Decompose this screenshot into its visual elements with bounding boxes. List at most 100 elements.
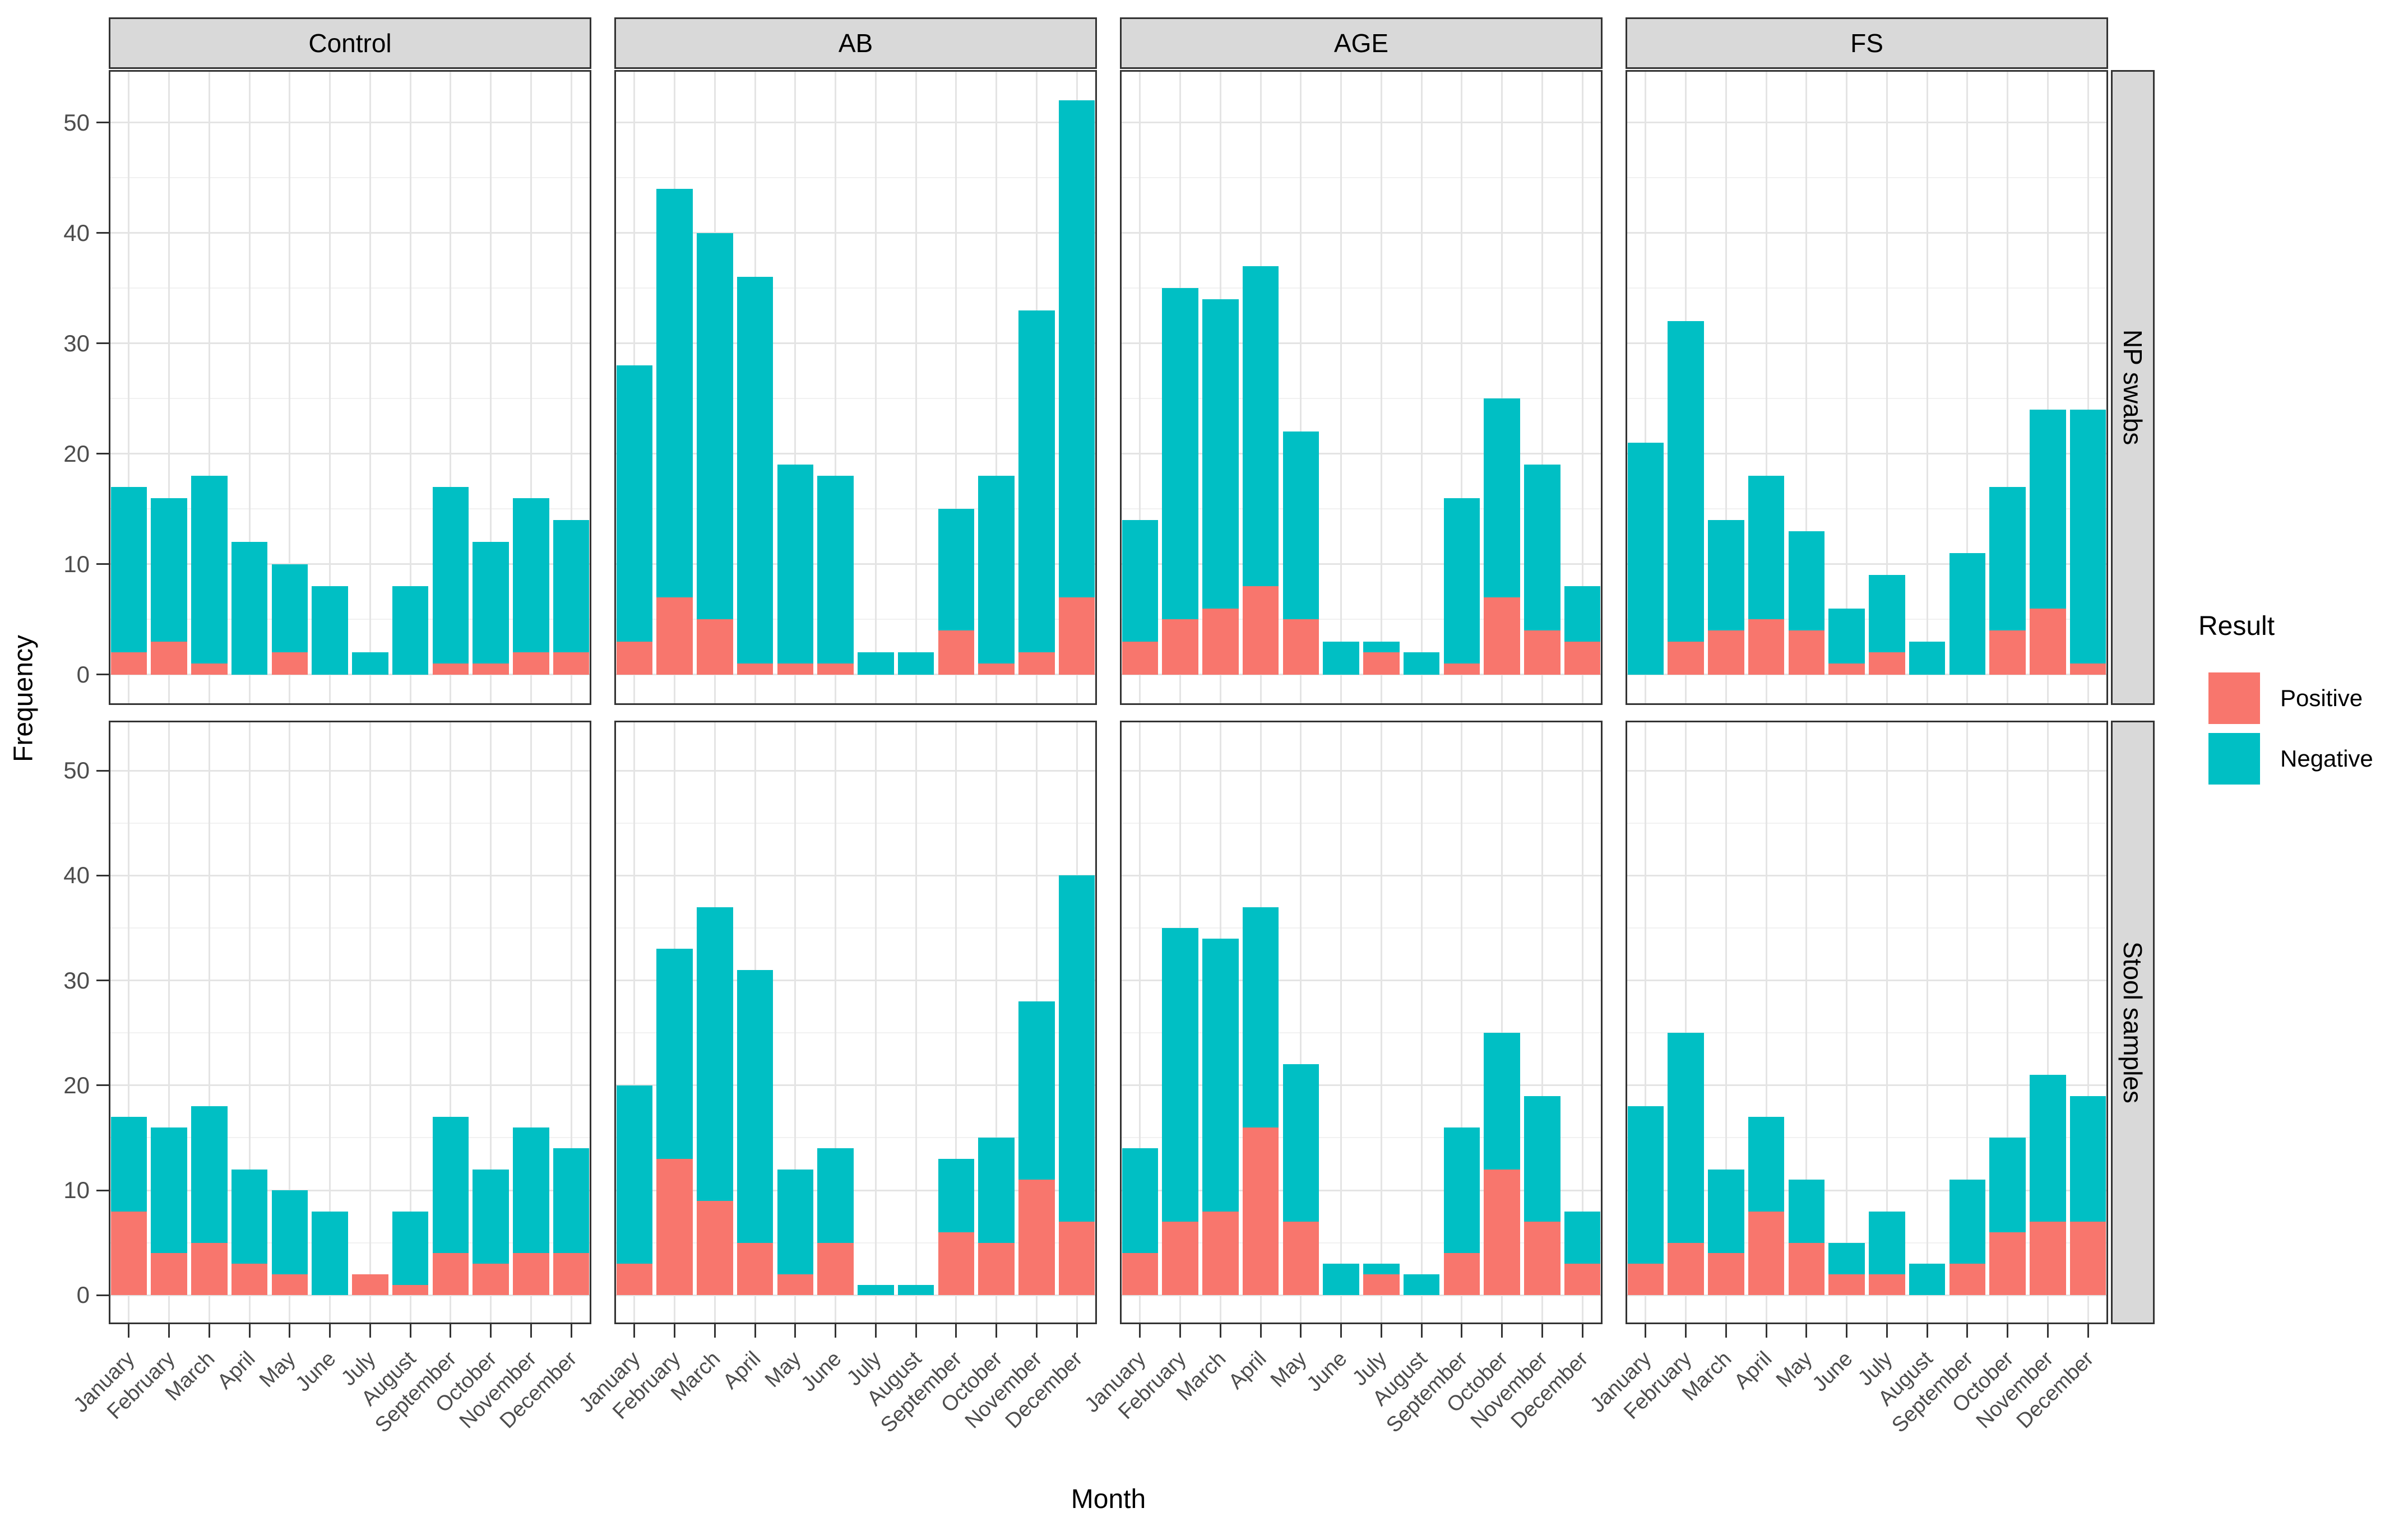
bar-segment-negative <box>1443 1127 1480 1254</box>
bar-segment-positive <box>231 1264 268 1296</box>
gridline-minor <box>110 287 590 289</box>
gridline-vertical <box>289 72 291 703</box>
gridline-vertical <box>1420 72 1423 703</box>
gridline-vertical <box>2046 72 2049 703</box>
bar-segment-positive <box>271 1274 308 1296</box>
x-tick-mark <box>1966 1324 1969 1338</box>
gridline-vertical <box>530 72 532 703</box>
gridline-vertical <box>409 72 411 703</box>
panel-FS-NP-swabs <box>1626 70 2108 705</box>
gridline-vertical <box>794 72 797 703</box>
bar-segment-positive <box>616 641 653 675</box>
y-tick-label: 40 <box>63 862 90 889</box>
bar-segment-negative <box>2069 1096 2106 1222</box>
bar-segment-positive <box>817 1242 854 1296</box>
gridline-minor <box>110 927 590 929</box>
gridline-major <box>616 342 1095 345</box>
x-tick-mark <box>1685 1324 1687 1338</box>
gridline-minor <box>616 508 1095 510</box>
gridline-vertical <box>1501 72 1503 703</box>
gridline-major <box>1627 980 2106 982</box>
bar-segment-positive <box>697 1200 733 1296</box>
bar-segment-negative <box>1282 1064 1319 1222</box>
gridline-major <box>1627 1294 2106 1296</box>
bar-segment-negative <box>271 564 308 653</box>
bar-segment-negative <box>897 652 934 675</box>
gridline-vertical <box>329 72 331 703</box>
y-axis-title: Frequency <box>8 635 39 762</box>
facet-strip-AGE: AGE <box>1120 17 1603 69</box>
bar-segment-positive <box>1828 663 1865 675</box>
gridline-vertical <box>490 72 492 703</box>
bar-segment-negative <box>737 969 774 1243</box>
gridline-major <box>1122 1294 1601 1296</box>
gridline-minor <box>616 822 1095 824</box>
bar-segment-positive <box>1708 1253 1744 1296</box>
gridline-vertical <box>835 72 837 703</box>
bar-segment-negative <box>858 1284 894 1296</box>
gridline-vertical <box>248 72 251 703</box>
gridline-vertical <box>1139 72 1141 703</box>
bar-segment-positive <box>553 1253 590 1296</box>
gridline-major <box>616 563 1095 565</box>
bar-segment-negative <box>1788 1180 1825 1243</box>
bar-segment-negative <box>817 476 854 664</box>
bar-segment-negative <box>1018 310 1055 653</box>
panel-FS-Stool-samples <box>1626 721 2108 1324</box>
gridline-vertical <box>289 722 291 1323</box>
bar-segment-negative <box>1708 519 1744 630</box>
bar-segment-negative <box>1708 1169 1744 1254</box>
gridline-minor <box>1122 1242 1601 1243</box>
x-tick-mark <box>835 1324 837 1338</box>
bar-segment-positive <box>1564 1264 1601 1296</box>
gridline-vertical <box>1541 722 1543 1323</box>
y-tick-mark <box>96 980 109 982</box>
bar-segment-positive <box>553 652 590 675</box>
bar-segment-negative <box>1122 1148 1159 1254</box>
bar-segment-negative <box>817 1148 854 1243</box>
bar-segment-negative <box>473 542 509 664</box>
x-tick-mark <box>874 1324 877 1338</box>
x-tick-mark <box>955 1324 957 1338</box>
gridline-vertical <box>1340 72 1342 703</box>
gridline-major <box>616 874 1095 876</box>
gridline-vertical <box>1685 722 1687 1323</box>
gridline-vertical <box>248 722 251 1323</box>
bar-segment-positive <box>697 619 733 675</box>
gridline-vertical <box>915 722 917 1323</box>
x-axis-title: Month <box>1071 1484 1146 1514</box>
bar-segment-positive <box>1564 641 1601 675</box>
y-tick-mark <box>96 1294 109 1296</box>
x-tick-mark <box>1501 1324 1503 1338</box>
gridline-major <box>1122 122 1601 124</box>
gridline-minor <box>616 1137 1095 1139</box>
bar-segment-positive <box>1122 641 1159 675</box>
x-tick-mark <box>1076 1324 1078 1338</box>
bar-segment-negative <box>1627 443 1664 675</box>
gridline-minor <box>1122 927 1601 929</box>
bar-segment-positive <box>2069 663 2106 675</box>
gridline-minor <box>616 1032 1095 1034</box>
bar-segment-positive <box>938 1232 975 1296</box>
x-tick-mark <box>208 1324 210 1338</box>
bar-segment-positive <box>1018 1180 1055 1296</box>
bar-segment-negative <box>1668 1033 1704 1243</box>
bar-segment-positive <box>1058 597 1095 675</box>
gridline-major <box>1627 674 2106 676</box>
bar-segment-positive <box>1282 1222 1319 1296</box>
bar-segment-positive <box>271 652 308 675</box>
bar-segment-negative <box>616 365 653 642</box>
gridline-major <box>616 980 1095 982</box>
gridline-minor <box>616 619 1095 620</box>
gridline-vertical <box>490 722 492 1323</box>
gridline-minor <box>1627 398 2106 400</box>
gridline-vertical <box>874 722 877 1323</box>
bar-segment-negative <box>858 652 894 675</box>
gridline-vertical <box>955 722 957 1323</box>
bar-segment-positive <box>191 663 228 675</box>
gridline-minor <box>1627 1242 2106 1243</box>
gridline-vertical <box>128 72 130 703</box>
gridline-major <box>110 769 590 772</box>
bar-segment-positive <box>1989 1232 2026 1296</box>
gridline-minor <box>616 177 1095 179</box>
